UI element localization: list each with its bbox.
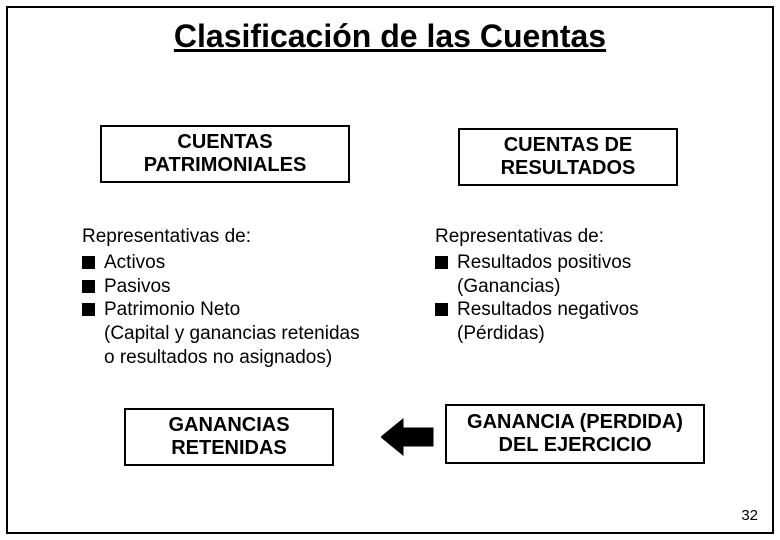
square-bullet-icon (82, 280, 95, 293)
right-list: Representativas de: Resultados positivos… (435, 225, 715, 346)
list-continuation: (Capital y ganancias retenidas (82, 322, 382, 346)
square-bullet-icon (435, 303, 448, 316)
page-number: 32 (741, 507, 758, 524)
list-item: Patrimonio Neto (82, 298, 382, 322)
box-cuentas-patrimoniales: CUENTAS PATRIMONIALES (100, 125, 350, 183)
page-title: Clasificación de las Cuentas (0, 18, 780, 55)
list-item: Activos (82, 251, 382, 275)
left-list-heading: Representativas de: (82, 225, 382, 249)
square-bullet-icon (435, 256, 448, 269)
list-item: Resultados negativos (435, 298, 715, 322)
list-continuation: (Pérdidas) (435, 322, 715, 346)
square-bullet-icon (82, 303, 95, 316)
box-ganancia-perdida: GANANCIA (PERDIDA) DEL EJERCICIO (445, 404, 705, 464)
box-ganancias-retenidas: GANANCIAS RETENIDAS (124, 408, 334, 466)
box-cuentas-resultados: CUENTAS DE RESULTADOS (458, 128, 678, 186)
left-list: Representativas de: Activos Pasivos Patr… (82, 225, 382, 370)
right-list-heading: Representativas de: (435, 225, 715, 249)
list-item-text: Activos (104, 251, 382, 275)
list-continuation: o resultados no asignados) (82, 346, 382, 370)
left-arrow-icon (381, 417, 436, 462)
list-item-text: Pasivos (104, 275, 382, 299)
list-item-text: Resultados positivos (457, 251, 715, 275)
list-item-text: Resultados negativos (457, 298, 715, 322)
list-item: Pasivos (82, 275, 382, 299)
square-bullet-icon (82, 256, 95, 269)
list-item-text: Patrimonio Neto (104, 298, 382, 322)
list-continuation: (Ganancias) (435, 275, 715, 299)
list-item: Resultados positivos (435, 251, 715, 275)
